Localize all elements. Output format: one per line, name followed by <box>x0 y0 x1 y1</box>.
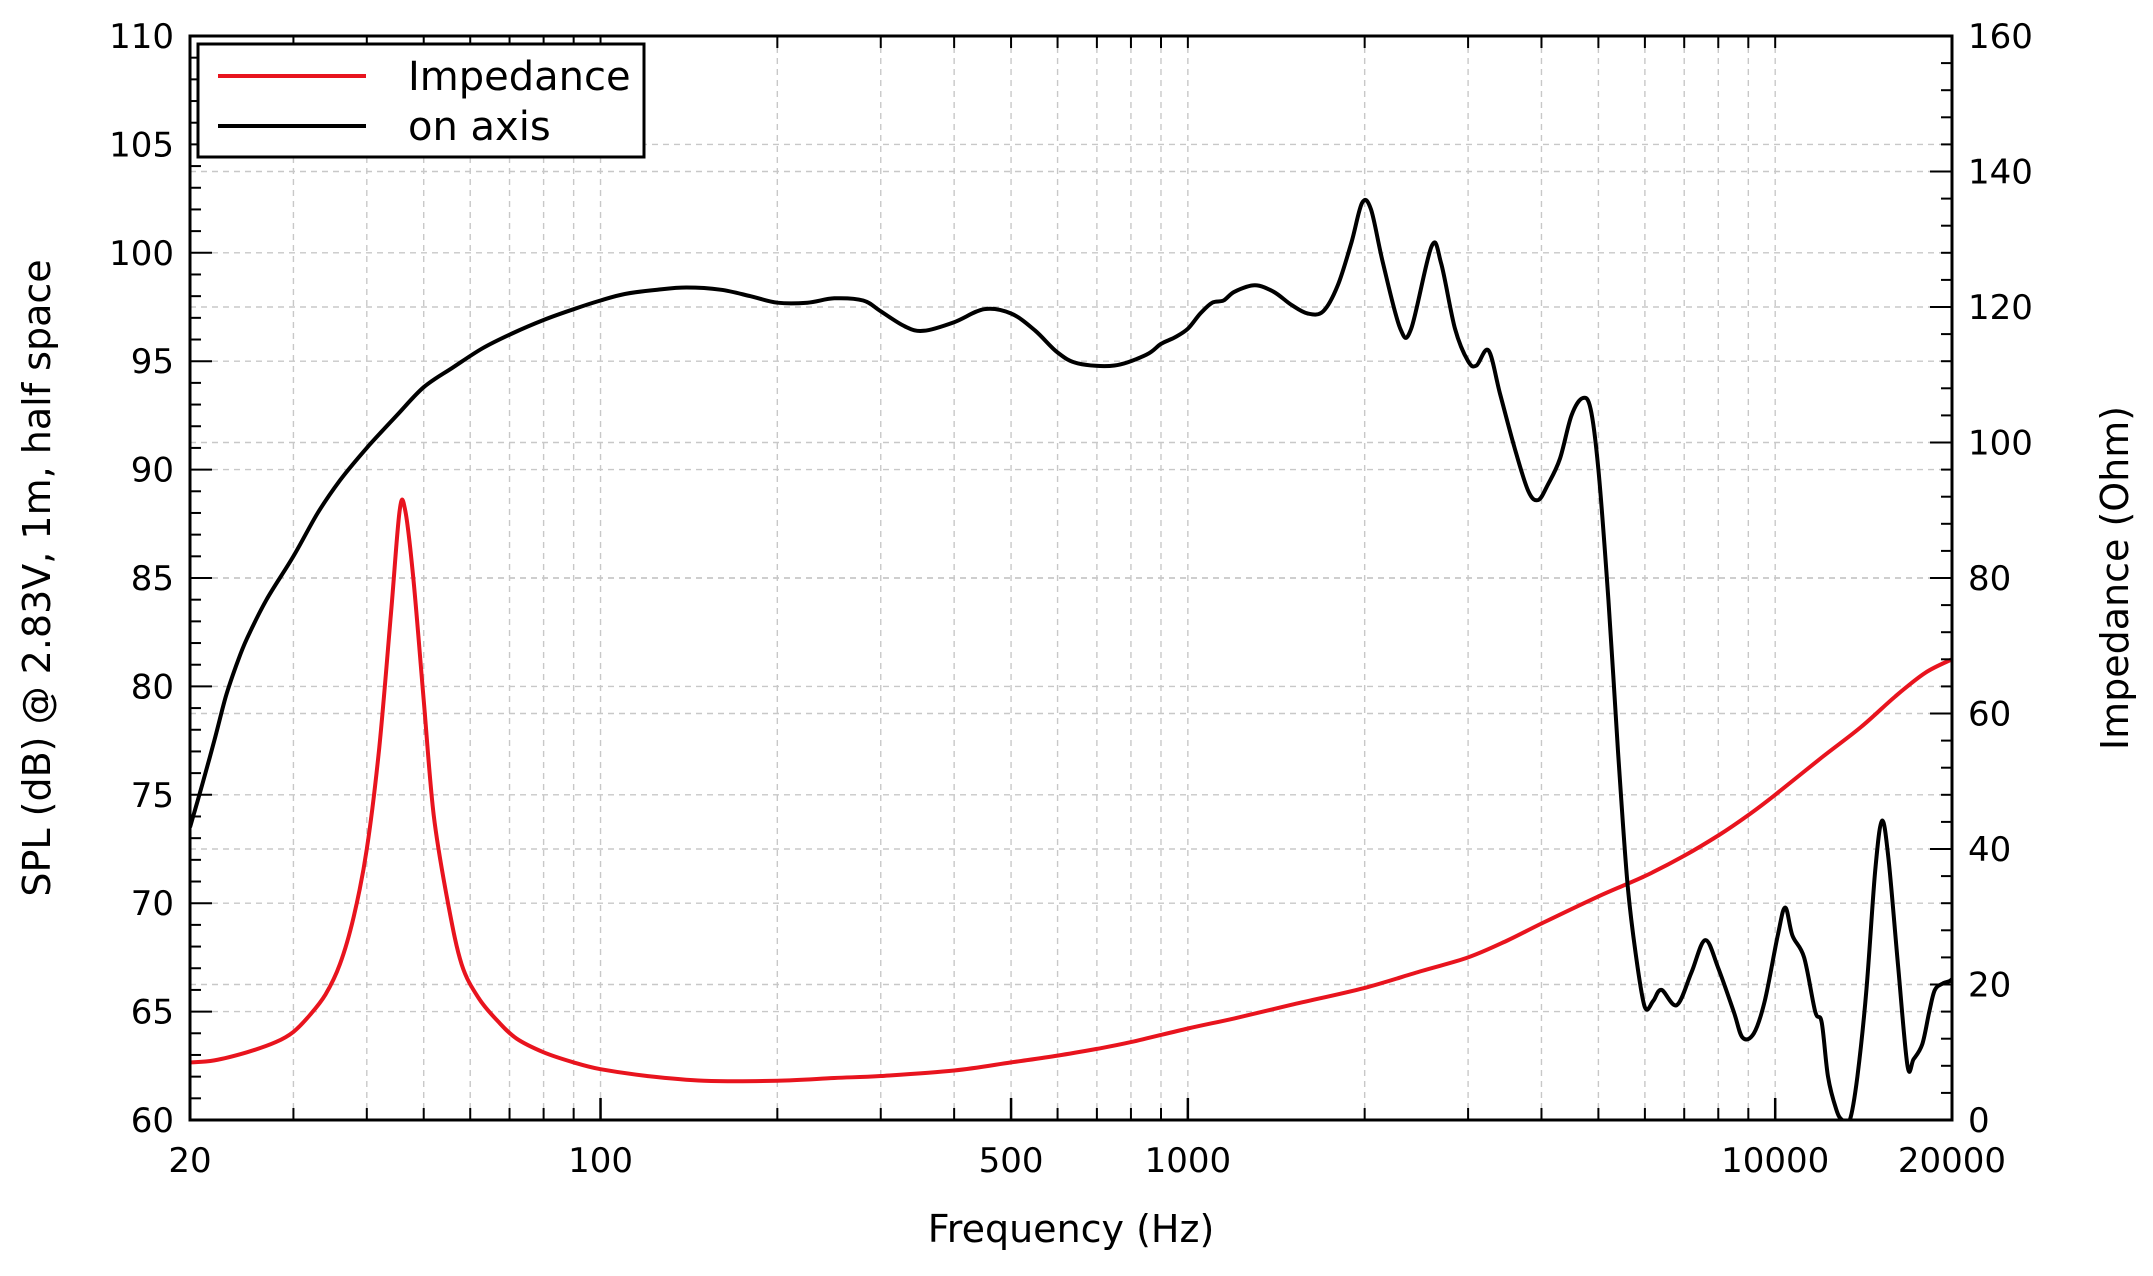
y-tick-label: 90 <box>131 451 174 491</box>
tick-layer <box>188 35 1954 1121</box>
y2-tick-label: 20 <box>1968 966 2011 1006</box>
y-tick-label: 85 <box>131 559 174 599</box>
y2-tick-label: 40 <box>1968 830 2011 870</box>
x-tick-label: 20 <box>168 1141 211 1181</box>
y-tick-label: 75 <box>131 776 174 816</box>
y2-tick-label: 100 <box>1968 424 2033 464</box>
x-tick-label: 100 <box>568 1141 633 1181</box>
y-tick-label: 95 <box>131 342 174 382</box>
x-tick-label: 10000 <box>1721 1141 1829 1181</box>
series-line-on-axis <box>190 197 1952 1120</box>
legend-label-impedance: Impedance <box>408 54 631 100</box>
y-tick-label: 65 <box>131 993 174 1033</box>
y2-axis-title: Impedance (Ohm) <box>2093 406 2137 750</box>
legend-label-on-axis: on axis <box>408 104 551 150</box>
y2-tick-label: 80 <box>1968 559 2011 599</box>
y-tick-label: 100 <box>109 234 174 274</box>
y-tick-label: 70 <box>131 884 174 924</box>
x-tick-label: 20000 <box>1898 1141 2006 1181</box>
y2-tick-label: 140 <box>1968 153 2033 193</box>
y-tick-label: 60 <box>131 1101 174 1141</box>
y-axis-title: SPL (dB) @ 2.83V, 1m, half space <box>15 259 59 896</box>
y2-tick-label: 0 <box>1968 1101 1990 1141</box>
legend-box <box>196 42 646 159</box>
tick-labels: 20 100 500 1000 10000 20000606570758085909510… <box>109 17 2033 1181</box>
x-tick-label: 1000 <box>1145 1141 1232 1181</box>
legend: Impedance on axis <box>196 42 646 159</box>
series-line-impedance <box>190 497 1952 1084</box>
y2-tick-label: 160 <box>1968 17 2033 57</box>
x-tick-label: 500 <box>979 1141 1044 1181</box>
y2-tick-label: 60 <box>1968 695 2011 735</box>
x-axis-title: Frequency (Hz) <box>928 1207 1215 1251</box>
grid <box>190 36 1952 1120</box>
y2-tick-label: 120 <box>1968 288 2033 328</box>
series-layer <box>190 197 1952 1120</box>
y-tick-label: 110 <box>109 17 174 57</box>
y-tick-label: 80 <box>131 667 174 707</box>
y-tick-label: 105 <box>109 125 174 165</box>
